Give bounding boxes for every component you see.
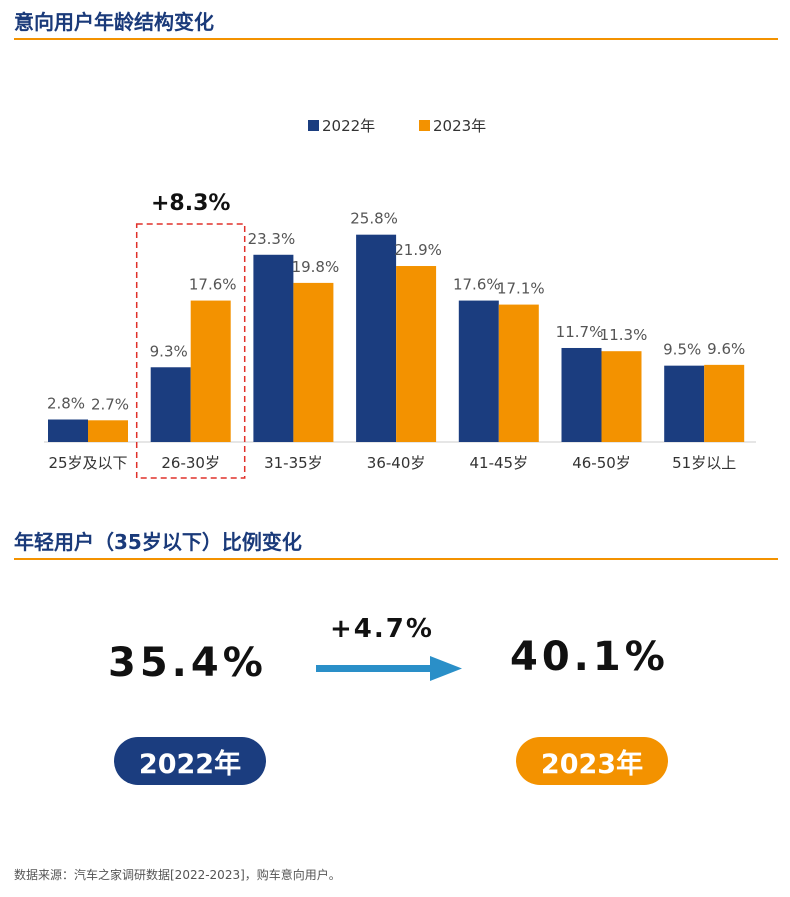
bar-2023 bbox=[190, 300, 231, 442]
x-tick-label: 41-45岁 bbox=[470, 454, 529, 472]
data-label-2023: 11.3% bbox=[600, 326, 648, 344]
young-share-2023-value: 40.1% bbox=[510, 634, 669, 680]
source-note: 数据来源：汽车之家调研数据[2022-2023]，购车意向用户。 bbox=[14, 868, 341, 882]
x-tick-label: 46-50岁 bbox=[572, 454, 631, 472]
bar-2023 bbox=[88, 420, 128, 442]
data-label-2023: 2.7% bbox=[91, 395, 129, 413]
annotation-increase-26-30: +8.3% bbox=[151, 191, 230, 216]
bar-2022 bbox=[664, 365, 705, 442]
x-tick-label: 26-30岁 bbox=[161, 454, 220, 472]
data-label-2022: 11.7% bbox=[556, 323, 604, 341]
data-label-2023: 17.6% bbox=[189, 276, 237, 294]
x-tick-label: 36-40岁 bbox=[367, 454, 426, 472]
data-label-2023: 19.8% bbox=[292, 258, 340, 276]
bar-2022 bbox=[253, 254, 294, 442]
section-title-young-users: 年轻用户（35岁以下）比例变化 bbox=[14, 530, 302, 554]
data-label-2022: 9.5% bbox=[663, 341, 701, 359]
bar-2023 bbox=[601, 351, 642, 442]
bar-2022 bbox=[150, 367, 191, 442]
legend-swatch-2022 bbox=[308, 120, 319, 131]
bar-2022 bbox=[48, 419, 88, 442]
bar-2023 bbox=[704, 364, 745, 442]
section-title-age-structure: 意向用户年龄结构变化 bbox=[14, 10, 214, 34]
x-tick-label: 31-35岁 bbox=[264, 454, 323, 472]
data-label-2022: 25.8% bbox=[350, 210, 398, 228]
data-label-2023: 17.1% bbox=[497, 280, 545, 298]
bar-2022 bbox=[458, 300, 499, 442]
young-share-2022-value: 35.4% bbox=[108, 640, 267, 686]
legend-label-2023: 2023年 bbox=[433, 117, 486, 135]
data-label-2022: 9.3% bbox=[150, 342, 188, 360]
data-label-2023: 9.6% bbox=[707, 340, 745, 358]
data-label-2023: 21.9% bbox=[394, 241, 442, 259]
bar-2022 bbox=[356, 234, 397, 442]
legend-swatch-2023 bbox=[419, 120, 430, 131]
x-tick-label: 51岁以上 bbox=[672, 454, 736, 472]
young-share-change-label: +4.7% bbox=[330, 614, 434, 644]
bar-2023 bbox=[293, 282, 334, 442]
legend-label-2022: 2022年 bbox=[322, 117, 375, 135]
year-badge-2022: 2022年 bbox=[114, 737, 266, 785]
bar-2023 bbox=[498, 304, 539, 442]
arrow-right-icon bbox=[316, 656, 462, 681]
data-label-2022: 17.6% bbox=[453, 276, 501, 294]
data-label-2022: 2.8% bbox=[47, 395, 85, 413]
title-underline bbox=[14, 558, 778, 560]
age-distribution-bar-chart: 2022年 2023年 2.8% 2.7% 25岁及以下 9.3% 17.6% 26-30岁 2… bbox=[44, 117, 756, 479]
title-underline bbox=[14, 38, 778, 40]
x-tick-label: 25岁及以下 bbox=[48, 454, 127, 472]
bar-2023 bbox=[396, 266, 437, 442]
year-badge-2023: 2023年 bbox=[516, 737, 668, 785]
bar-2022 bbox=[561, 347, 602, 442]
highlight-box-26-30 bbox=[135, 223, 246, 479]
data-label-2022: 23.3% bbox=[248, 230, 296, 248]
